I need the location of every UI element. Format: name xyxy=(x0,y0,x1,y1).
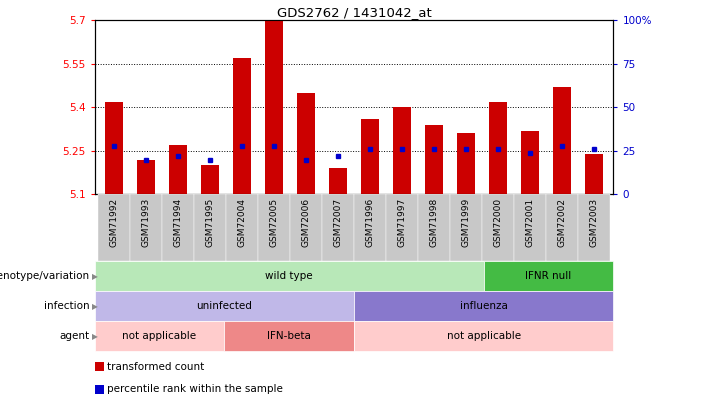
Bar xyxy=(393,107,411,194)
Text: influenza: influenza xyxy=(460,301,508,311)
Text: not applicable: not applicable xyxy=(447,331,521,341)
Bar xyxy=(201,165,219,194)
Bar xyxy=(514,194,546,261)
Bar xyxy=(322,194,354,261)
Bar xyxy=(290,194,322,261)
Bar xyxy=(553,87,571,194)
Bar xyxy=(95,291,354,321)
Bar xyxy=(194,194,226,261)
Bar xyxy=(297,93,315,194)
Bar xyxy=(585,154,603,194)
Text: GSM72000: GSM72000 xyxy=(494,198,503,247)
Bar xyxy=(482,194,514,261)
Bar xyxy=(226,194,258,261)
Bar xyxy=(546,194,578,261)
Text: genotype/variation: genotype/variation xyxy=(0,271,90,281)
Bar xyxy=(489,102,507,194)
Text: uninfected: uninfected xyxy=(196,301,252,311)
Text: GSM72004: GSM72004 xyxy=(238,198,247,247)
Text: GSM71992: GSM71992 xyxy=(109,198,118,247)
Bar xyxy=(105,102,123,194)
Text: IFN-beta: IFN-beta xyxy=(267,331,311,341)
Text: GSM72006: GSM72006 xyxy=(301,198,311,247)
Text: GSM71994: GSM71994 xyxy=(173,198,182,247)
Bar xyxy=(522,130,539,194)
Text: agent: agent xyxy=(60,331,90,341)
Text: GSM72001: GSM72001 xyxy=(526,198,535,247)
Bar xyxy=(224,321,354,351)
Bar xyxy=(169,145,186,194)
Text: percentile rank within the sample: percentile rank within the sample xyxy=(107,384,283,394)
Text: infection: infection xyxy=(44,301,90,311)
Text: GSM71999: GSM71999 xyxy=(461,198,470,247)
Text: ▶: ▶ xyxy=(92,302,97,311)
Bar xyxy=(386,194,418,261)
Text: transformed count: transformed count xyxy=(107,362,205,372)
Bar xyxy=(265,20,283,194)
Bar xyxy=(162,194,194,261)
Bar xyxy=(137,160,155,194)
Bar xyxy=(354,291,613,321)
Bar xyxy=(233,58,251,194)
Bar xyxy=(258,194,290,261)
Text: GSM72003: GSM72003 xyxy=(590,198,599,247)
Bar xyxy=(578,194,610,261)
Bar xyxy=(354,321,613,351)
Text: GSM72005: GSM72005 xyxy=(269,198,278,247)
Text: ▶: ▶ xyxy=(92,332,97,341)
Bar xyxy=(361,119,379,194)
Text: GSM71995: GSM71995 xyxy=(205,198,215,247)
Text: wild type: wild type xyxy=(266,271,313,281)
Text: GSM71996: GSM71996 xyxy=(365,198,374,247)
Bar xyxy=(418,194,450,261)
Text: GSM72002: GSM72002 xyxy=(557,198,566,247)
Bar xyxy=(457,133,475,194)
Bar xyxy=(329,168,347,194)
Text: IFNR null: IFNR null xyxy=(526,271,571,281)
Title: GDS2762 / 1431042_at: GDS2762 / 1431042_at xyxy=(277,6,431,19)
Text: GSM71993: GSM71993 xyxy=(142,198,151,247)
Text: GSM72007: GSM72007 xyxy=(334,198,343,247)
Bar xyxy=(95,261,484,291)
Bar xyxy=(354,194,386,261)
Bar xyxy=(98,194,130,261)
Bar xyxy=(484,261,613,291)
Text: GSM71998: GSM71998 xyxy=(430,198,439,247)
Text: GSM71997: GSM71997 xyxy=(397,198,407,247)
Bar xyxy=(450,194,482,261)
Bar xyxy=(95,321,224,351)
Bar xyxy=(426,125,443,194)
Bar xyxy=(130,194,162,261)
Text: ▶: ▶ xyxy=(92,272,97,281)
Text: not applicable: not applicable xyxy=(123,331,196,341)
